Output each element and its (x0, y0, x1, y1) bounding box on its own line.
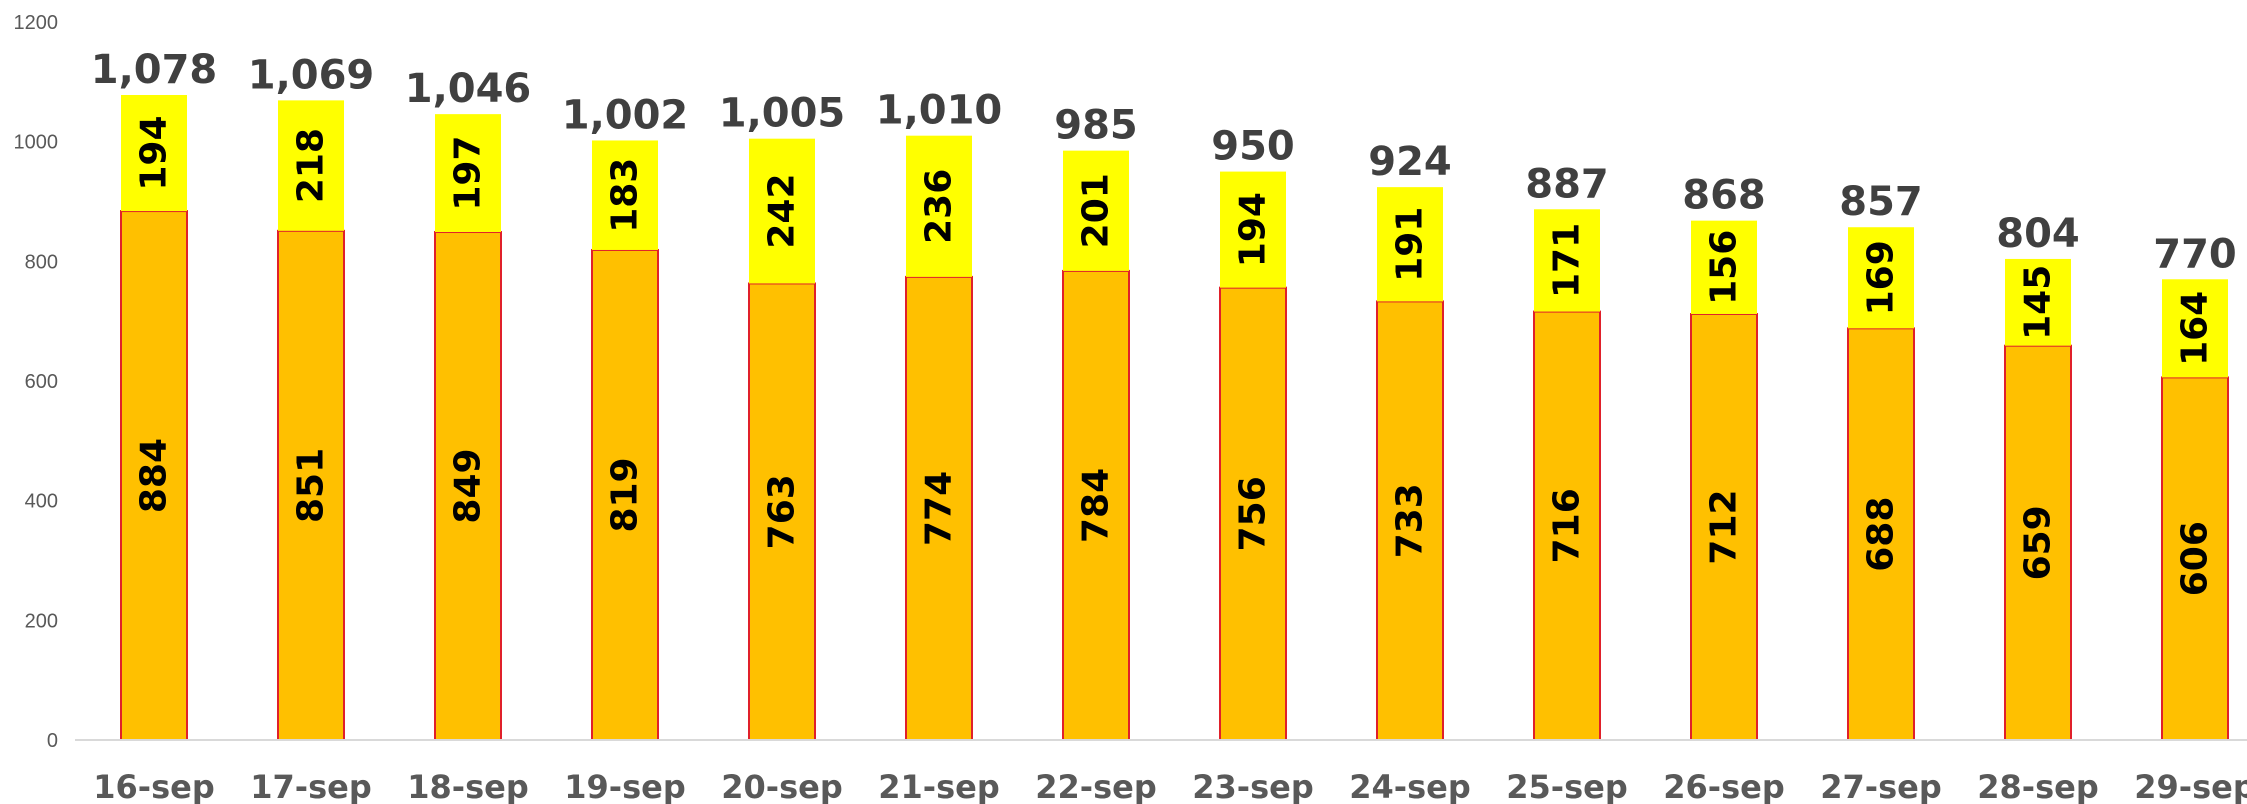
bar-top-value-label: 164 (2175, 291, 2216, 366)
bar-bottom-value-label: 849 (448, 448, 489, 523)
bar-segment-top (278, 100, 344, 231)
y-tick-label: 200 (25, 610, 58, 632)
bar-total-label: 1,005 (719, 91, 846, 137)
bar-top-value-label: 171 (1547, 223, 1588, 298)
bar-segment-top (1063, 150, 1129, 271)
x-category-label: 25-sep (1506, 768, 1627, 804)
bar-total-label: 1,078 (91, 47, 218, 93)
y-tick-label: 1000 (14, 132, 59, 154)
bar-segment-top (1534, 209, 1600, 312)
bar-total-label: 804 (1996, 211, 2080, 257)
bar-segment-bottom (1376, 300, 1444, 741)
bar-segment-bottom (1219, 286, 1287, 741)
bar-total-label: 950 (1211, 124, 1295, 170)
x-category-label: 20-sep (721, 768, 842, 804)
bar-bottom-value-label: 756 (1233, 476, 1274, 551)
bar-bottom-value-label: 716 (1547, 488, 1588, 563)
bar-segment-top (1377, 187, 1443, 302)
bar-total-label: 1,069 (248, 52, 375, 98)
x-category-label: 29-sep (2134, 768, 2247, 804)
bar-bottom-value-label: 784 (1076, 468, 1117, 543)
bar-top-value-label: 197 (448, 136, 489, 211)
bar-segment-top (1220, 171, 1286, 288)
bar-segment-bottom (1847, 327, 1915, 741)
bar-segment-top (435, 114, 501, 233)
y-tick-label: 600 (25, 371, 58, 393)
bar-segment-top (906, 135, 972, 277)
bar-top-value-label: 194 (134, 115, 175, 190)
bar-segment-bottom (1690, 312, 1758, 741)
bar-top-value-label: 242 (762, 173, 803, 248)
bar-total-label: 868 (1682, 173, 1766, 219)
bar-segment-top (749, 138, 815, 284)
bar-total-label: 887 (1525, 161, 1609, 207)
bars: 884 194 1,078 851 218 1,069 849 197 1,046 819 183 1… (91, 47, 2237, 742)
bar-total-label: 924 (1368, 139, 1452, 185)
bar-top-value-label: 218 (291, 128, 332, 203)
x-category-label: 22-sep (1035, 768, 1156, 804)
bar-bottom-value-label: 851 (291, 448, 332, 523)
bar-total-label: 1,010 (876, 88, 1003, 134)
bar-segment-top (1848, 227, 1914, 329)
x-axis: 16-sep 17-sep 18-sep 19-sep 20-sep 21-sep 22-s… (93, 768, 2247, 804)
bar-segment-top (1691, 220, 1757, 314)
bar-total-label: 1,046 (405, 66, 532, 112)
bar-bottom-value-label: 606 (2175, 521, 2216, 596)
bar-top-value-label: 201 (1076, 173, 1117, 248)
x-category-label: 26-sep (1663, 768, 1784, 804)
x-category-label: 28-sep (1977, 768, 2098, 804)
bar-top-value-label: 236 (919, 169, 960, 244)
bar-bottom-value-label: 712 (1704, 489, 1745, 564)
x-category-label: 24-sep (1349, 768, 1470, 804)
bar-bottom-value-label: 819 (605, 457, 646, 532)
bar-top-value-label: 191 (1390, 207, 1431, 282)
bar-bottom-value-label: 884 (134, 438, 175, 513)
bar-segment-top (2005, 258, 2071, 346)
bar-segment-top (592, 140, 658, 250)
x-category-label: 23-sep (1192, 768, 1313, 804)
bar-segment-bottom (1062, 269, 1130, 741)
bar-total-label: 770 (2153, 231, 2237, 277)
bar-top-value-label: 194 (1233, 192, 1274, 267)
bar-segment-top (121, 94, 187, 212)
y-axis: 0 200 400 600 800 1000 1200 (14, 12, 59, 752)
bar-top-value-label: 156 (1704, 230, 1745, 305)
bar-total-label: 1,002 (562, 92, 689, 138)
bar-segment-bottom (120, 210, 188, 742)
bar-segment-bottom (434, 231, 502, 741)
bar-total-label: 857 (1839, 179, 1923, 225)
bar-segment-bottom (2161, 376, 2229, 741)
bar-top-value-label: 183 (605, 158, 646, 233)
bar-bottom-value-label: 774 (919, 471, 960, 546)
x-category-label: 17-sep (250, 768, 371, 804)
bar-bottom-value-label: 763 (762, 474, 803, 549)
bar-top-value-label: 145 (2018, 265, 2059, 340)
x-category-label: 18-sep (407, 768, 528, 804)
bar-segment-top (2162, 279, 2228, 378)
bar-bottom-value-label: 688 (1861, 497, 1902, 572)
x-category-label: 27-sep (1820, 768, 1941, 804)
y-tick-label: 0 (47, 730, 58, 752)
bar-total-label: 985 (1054, 103, 1138, 149)
bar-bottom-value-label: 733 (1390, 483, 1431, 558)
y-tick-label: 800 (25, 251, 58, 273)
x-category-label: 21-sep (878, 768, 999, 804)
bar-bottom-value-label: 659 (2018, 505, 2059, 580)
bar-top-value-label: 169 (1861, 240, 1902, 315)
x-category-label: 19-sep (564, 768, 685, 804)
y-tick-label: 1200 (14, 12, 59, 34)
x-category-label: 16-sep (93, 768, 214, 804)
y-tick-label: 400 (25, 491, 58, 513)
